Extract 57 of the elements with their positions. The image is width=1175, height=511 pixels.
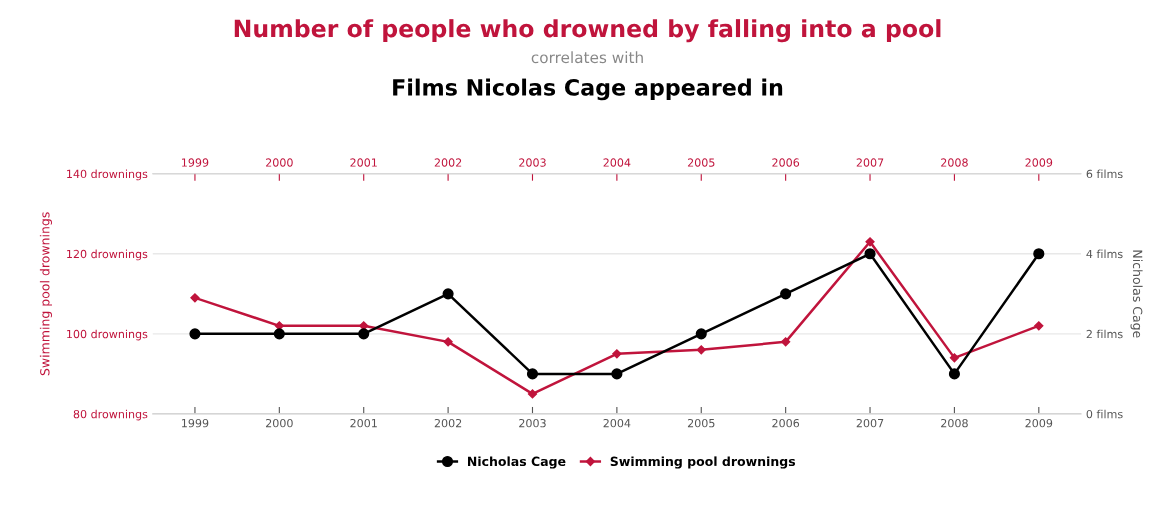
x2-tick-label: 2005 [687,158,715,167]
point [442,288,454,300]
x-tick-label: 2009 [1025,418,1053,428]
point [949,353,960,363]
x2-tick-label: 2008 [941,158,968,167]
x-tick-label: 2001 [350,418,377,428]
text: Films Nicolas Cage appeared in [393,78,783,101]
chart-subtitle: correlates with [531,51,643,64]
x-tick-label: 2002 [434,418,462,428]
point [864,248,876,260]
point [612,349,622,359]
point [189,328,201,340]
y2-tick-label: 0 films [1086,409,1123,419]
x2-tick-label: 2006 [772,158,800,167]
point [781,337,791,347]
point [527,389,538,399]
point [611,368,623,380]
x2-tick-label: 2001 [350,158,377,167]
x-tick-label: 2007 [856,418,884,428]
x-tick-label: 2006 [772,418,800,428]
y2-axis-title: Nicholas Cage [1130,250,1143,338]
point [443,337,453,347]
x2-tick-label: 2007 [856,158,884,167]
point [1034,321,1044,331]
chart-title: Number of people who drowned by falling into a pool [234,19,941,43]
legend-label: Swimming pool drownings [610,456,796,469]
point [948,368,960,380]
point [696,345,706,355]
x2-tick-label: 2002 [434,158,462,167]
x2-tick-label: 2000 [266,158,293,167]
point [526,368,539,380]
y2-tick-label: 4 films [1086,249,1123,259]
point [190,293,200,303]
x-tick-label: 2003 [519,418,546,428]
x2-tick-label: 2003 [519,158,546,167]
point [1033,248,1045,260]
point [358,328,370,340]
point [695,328,707,340]
x-tick-label: 1999 [182,418,209,428]
y-tick-label: 140 drownings [67,169,148,181]
x-tick-label: 2008 [941,418,968,428]
y-tick-label: 80 drownings [73,409,148,421]
point [273,328,285,340]
x-tick-label: 2005 [687,418,715,428]
y-tick-label: 100 drownings [67,329,148,341]
point [780,288,792,300]
x-tick-label: 2000 [266,418,293,428]
legend-label: Nicholas Cage [468,456,566,469]
x-tick-label: 2004 [603,418,631,428]
point [865,237,875,247]
y-axis-title: Swimming pool drownings [39,212,52,376]
y2-tick-label: 6 films [1086,169,1123,179]
y-tick-label: 120 drownings [67,249,148,261]
x2-tick-label: 2009 [1025,158,1053,167]
x2-tick-label: 1999 [182,158,209,167]
y2-tick-label: 2 films [1086,329,1123,339]
x2-tick-label: 2004 [603,158,631,167]
